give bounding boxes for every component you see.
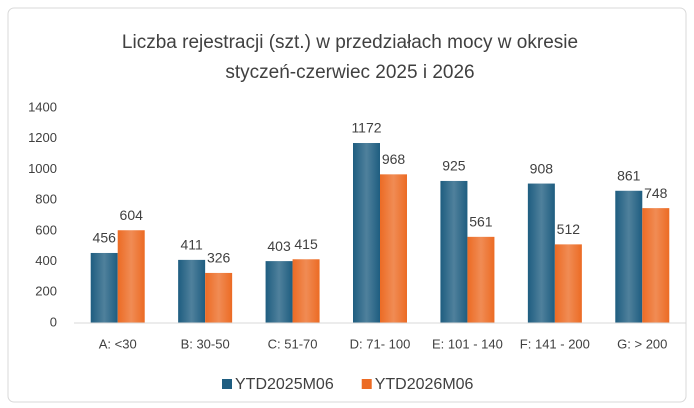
legend-swatch [361, 379, 372, 389]
bar [292, 259, 320, 323]
bar [527, 183, 555, 323]
value-label: 861 [617, 167, 641, 183]
bar [467, 236, 495, 323]
y-tick-label: 200 [35, 284, 57, 299]
x-tick-label: E: 101 - 140 [432, 336, 503, 351]
y-tick-label: 600 [35, 222, 57, 237]
y-tick-label: 0 [50, 314, 57, 329]
value-label: 1172 [351, 120, 381, 136]
value-label: 411 [180, 237, 203, 253]
value-label: 561 [469, 214, 493, 230]
value-label: 456 [93, 230, 117, 246]
bar [440, 180, 468, 323]
bar [117, 230, 145, 323]
value-label: 925 [442, 158, 466, 174]
chart-border [7, 7, 687, 403]
bar [615, 190, 643, 323]
y-tick-label: 1000 [28, 161, 57, 176]
x-tick-label: G: > 200 [617, 336, 667, 351]
y-tick-label: 1400 [28, 99, 57, 114]
chart-title: Liczba rejestracji (szt.) w przedziałach… [121, 32, 579, 83]
x-tick-label: A: <30 [99, 336, 137, 351]
legend-label: YTD2026M06 [375, 376, 474, 393]
y-tick-label: 400 [35, 253, 57, 268]
x-tick-label: D: 71- 100 [350, 336, 411, 351]
value-label: 748 [644, 185, 668, 201]
value-label: 968 [382, 151, 406, 167]
x-tick-label: B: 30-50 [181, 336, 230, 351]
bar [642, 208, 670, 323]
legend-label: YTD2025M06 [235, 376, 334, 393]
value-label: 415 [294, 236, 318, 252]
bar [90, 252, 118, 323]
bar [353, 143, 380, 323]
bar [265, 261, 293, 323]
bar [178, 259, 206, 323]
value-label: 403 [267, 238, 291, 254]
y-tick-label: 800 [35, 192, 57, 207]
value-label: 326 [207, 250, 231, 266]
x-tick-label: C: 51-70 [268, 336, 318, 351]
bar [205, 272, 233, 323]
y-tick-label: 1200 [28, 130, 57, 145]
x-tick-label: F: 141 - 200 [520, 336, 590, 351]
bar [380, 174, 407, 323]
legend-swatch [222, 379, 232, 389]
bar [554, 244, 582, 323]
value-label: 604 [120, 207, 144, 223]
value-label: 512 [557, 221, 581, 237]
value-label: 908 [530, 160, 554, 176]
